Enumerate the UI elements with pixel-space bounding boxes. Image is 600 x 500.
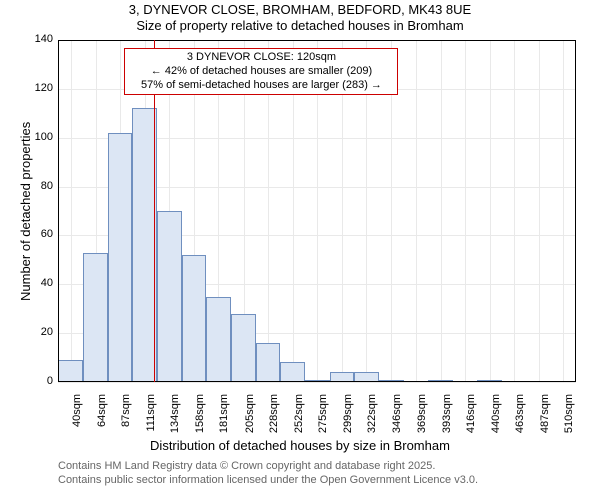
gridline-v: [465, 40, 466, 382]
histogram-bar: [231, 314, 256, 382]
gridline-h: [58, 382, 576, 383]
callout-title: 3 DYNEVOR CLOSE: 120sqm: [131, 51, 391, 65]
x-tick-label: 228sqm: [268, 394, 280, 444]
gridline-v: [514, 40, 515, 382]
y-tick-label: 100: [23, 131, 53, 143]
x-tick-label: 346sqm: [391, 394, 403, 444]
x-tick-label: 205sqm: [244, 394, 256, 444]
gridline-v: [563, 40, 564, 382]
x-tick-label: 158sqm: [194, 394, 206, 444]
histogram-bar: [132, 108, 157, 382]
gridline-v: [71, 40, 72, 382]
y-tick-label: 0: [23, 375, 53, 387]
x-tick-label: 111sqm: [145, 394, 157, 444]
axis-left: [58, 40, 59, 382]
histogram-bar: [182, 255, 207, 382]
x-tick-label: 252sqm: [293, 394, 305, 444]
x-tick-label: 369sqm: [416, 394, 428, 444]
callout-line-1: ← 42% of detached houses are smaller (20…: [131, 65, 391, 79]
callout-line-2: 57% of semi-detached houses are larger (…: [131, 79, 391, 93]
histogram-bar: [58, 360, 83, 382]
histogram-bar: [108, 133, 133, 382]
gridline-v: [441, 40, 442, 382]
x-tick-label: 487sqm: [539, 394, 551, 444]
x-tick-label: 299sqm: [342, 394, 354, 444]
x-tick-label: 440sqm: [490, 394, 502, 444]
x-tick-label: 40sqm: [71, 394, 83, 444]
footer-line-1: Contains HM Land Registry data © Crown c…: [58, 460, 435, 472]
histogram-bar: [83, 253, 108, 382]
y-tick-label: 20: [23, 326, 53, 338]
x-tick-label: 322sqm: [366, 394, 378, 444]
histogram-bar: [280, 362, 305, 382]
x-tick-label: 181sqm: [218, 394, 230, 444]
histogram-bar: [206, 297, 231, 383]
y-axis-label: Number of detached properties: [18, 122, 33, 301]
chart-root: 3, DYNEVOR CLOSE, BROMHAM, BEDFORD, MK43…: [0, 0, 600, 500]
axis-top: [58, 40, 576, 41]
histogram-bar: [157, 211, 182, 382]
gridline-v: [416, 40, 417, 382]
x-tick-label: 416sqm: [465, 394, 477, 444]
footer-line-2: Contains public sector information licen…: [58, 474, 478, 486]
x-tick-label: 134sqm: [169, 394, 181, 444]
x-tick-label: 275sqm: [317, 394, 329, 444]
y-tick-label: 40: [23, 277, 53, 289]
chart-subtitle: Size of property relative to detached ho…: [0, 18, 600, 33]
axis-right: [575, 40, 576, 382]
callout-box: 3 DYNEVOR CLOSE: 120sqm← 42% of detached…: [124, 48, 398, 95]
x-tick-label: 393sqm: [441, 394, 453, 444]
x-tick-label: 64sqm: [96, 394, 108, 444]
y-tick-label: 140: [23, 33, 53, 45]
histogram-bar: [256, 343, 281, 382]
gridline-v: [539, 40, 540, 382]
axis-bottom: [58, 381, 576, 382]
x-tick-label: 87sqm: [120, 394, 132, 444]
y-tick-label: 80: [23, 180, 53, 192]
x-tick-label: 463sqm: [514, 394, 526, 444]
y-tick-label: 120: [23, 82, 53, 94]
y-tick-label: 60: [23, 228, 53, 240]
chart-title: 3, DYNEVOR CLOSE, BROMHAM, BEDFORD, MK43…: [0, 2, 600, 17]
x-tick-label: 510sqm: [563, 394, 575, 444]
gridline-v: [490, 40, 491, 382]
